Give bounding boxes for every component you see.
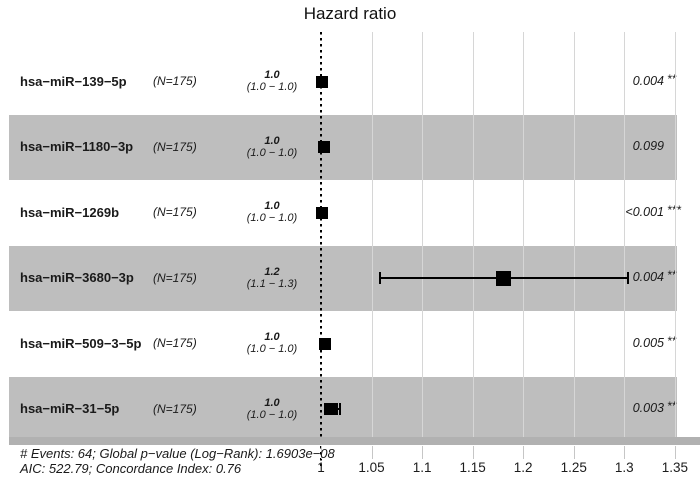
hr-marker: [319, 337, 332, 350]
tick-mark: [573, 446, 575, 459]
hr-marker: [496, 270, 512, 286]
tick-label: 1.3: [614, 460, 634, 475]
row-band: [9, 311, 677, 377]
chart-title: Hazard ratio: [303, 4, 397, 23]
sample-size: (N=175): [153, 401, 197, 416]
forest-row: hsa−miR−31−5p (N=175) 1.0 (1.0 − 1.0) 0.003 *…: [0, 376, 700, 442]
significance-stars: **: [667, 399, 677, 414]
hr-marker: [326, 403, 339, 416]
estimate-value: 1.0: [264, 396, 280, 409]
forest-row: hsa−miR−139−5p (N=175) 1.0 (1.0 − 1.0) 0.004…: [0, 49, 700, 115]
tick-mark: [321, 446, 322, 459]
mirna-label: hsa−miR−1269b: [20, 204, 120, 220]
p-value: <0.001: [625, 204, 664, 219]
ci-range: (1.0 − 1.0): [246, 212, 298, 225]
mirna-label: hsa−miR−31−5p: [20, 401, 120, 417]
p-value: 0.004: [632, 270, 664, 285]
error-bar-cap-left: [378, 272, 381, 285]
gridline: [573, 32, 575, 441]
tick-mark: [624, 446, 626, 459]
p-value-cell: 0.005 **: [0, 333, 700, 352]
forest-row: hsa−miR−1180−3p (N=175) 1.0 (1.0 − 1.0) 0.09…: [0, 114, 700, 180]
p-value-cell: 0.004 **: [0, 71, 700, 90]
gridline: [674, 32, 676, 441]
p-value: 0.099: [632, 139, 664, 154]
mirna-label: hsa−miR−3680−3p: [20, 270, 134, 286]
p-value-cell: <0.001***: [0, 203, 700, 221]
mirna-label: hsa−miR−139−5p: [20, 73, 127, 89]
p-value: 0.003: [632, 401, 664, 416]
row-band: [9, 114, 677, 180]
gridline: [624, 32, 626, 441]
axis-line: [9, 437, 700, 445]
hr-marker: [316, 206, 328, 219]
gridline: [523, 32, 525, 441]
p-value: 0.005: [632, 335, 664, 350]
sample-size: (N=175): [153, 205, 197, 220]
row-band: [9, 49, 677, 115]
estimate-value: 1.2: [264, 265, 280, 278]
estimate-value: 1.0: [264, 200, 280, 213]
estimate-value: 1.0: [264, 134, 280, 147]
p-value: 0.004: [632, 73, 664, 88]
significance-stars: **: [667, 333, 677, 348]
tick-mark: [371, 446, 373, 459]
sample-size: (N=175): [153, 336, 197, 351]
significance-stars: **: [667, 268, 677, 283]
tick-label: 1.25: [560, 460, 587, 475]
estimate-block: 1.0 (1.0 − 1.0): [238, 69, 306, 93]
p-value-cell: 0.004 **: [0, 268, 700, 286]
estimate-value: 1.0: [264, 331, 280, 344]
gridline: [472, 32, 474, 441]
error-bar-cap-right: [627, 272, 630, 285]
tick-label: 1.35: [661, 460, 688, 475]
mirna-label: hsa−miR−509−3−5p: [20, 335, 142, 351]
p-value-cell: 0.099: [0, 139, 700, 155]
ci-range: (1.0 − 1.0): [246, 81, 298, 94]
hr-marker: [316, 75, 328, 88]
row-band: [9, 376, 677, 442]
estimate-block: 1.2 (1.1 − 1.3): [238, 266, 306, 290]
forest-row: hsa−miR−509−3−5p (N=175) 1.0 (1.0 − 1.0) 0.0…: [0, 311, 700, 377]
tick-label: 1.2: [513, 460, 533, 475]
significance-stars: ***: [667, 203, 697, 217]
tick-mark: [523, 446, 525, 459]
tick-mark: [472, 446, 474, 459]
tick-label: 1.1: [412, 460, 432, 475]
tick-label: 1.05: [358, 460, 385, 475]
p-value-cell: 0.003 **: [0, 399, 700, 417]
estimate-value: 1.0: [264, 69, 280, 82]
ci-range: (1.0 − 1.0): [246, 408, 298, 421]
tick-label: 1: [317, 460, 325, 475]
gridline: [371, 32, 373, 441]
forest-row: hsa−miR−1269b (N=175) 1.0 (1.0 − 1.0) <0.001…: [0, 180, 700, 246]
ci-range: (1.1 − 1.3): [246, 277, 298, 290]
ci-range: (1.0 − 1.0): [246, 343, 298, 356]
hr-marker: [318, 141, 331, 154]
footnote-line-1: # Events: 64; Global p−value (Log−Rank):…: [20, 446, 335, 461]
estimate-block: 1.0 (1.0 − 1.0): [238, 397, 306, 421]
footnote-line-2: AIC: 522.79; Concordance Index: 0.76: [20, 461, 242, 476]
estimate-block: 1.0 (1.0 − 1.0): [238, 331, 306, 355]
sample-size: (N=175): [153, 139, 197, 154]
tick-mark: [674, 446, 676, 459]
mirna-label: hsa−miR−1180−3p: [20, 139, 134, 155]
gridline: [422, 32, 424, 441]
row-band: [9, 180, 677, 246]
error-bar-cap-left: [324, 403, 327, 416]
sample-size: (N=175): [153, 74, 197, 89]
estimate-block: 1.0 (1.0 − 1.0): [238, 200, 306, 224]
ci-range: (1.0 − 1.0): [246, 146, 298, 159]
estimate-block: 1.0 (1.0 − 1.0): [238, 135, 306, 159]
reference-line: [320, 32, 322, 466]
tick-label: 1.15: [459, 460, 486, 475]
significance-stars: **: [667, 71, 677, 86]
sample-size: (N=175): [153, 270, 197, 285]
error-bar-cap-right: [339, 403, 342, 416]
tick-mark: [422, 446, 424, 459]
